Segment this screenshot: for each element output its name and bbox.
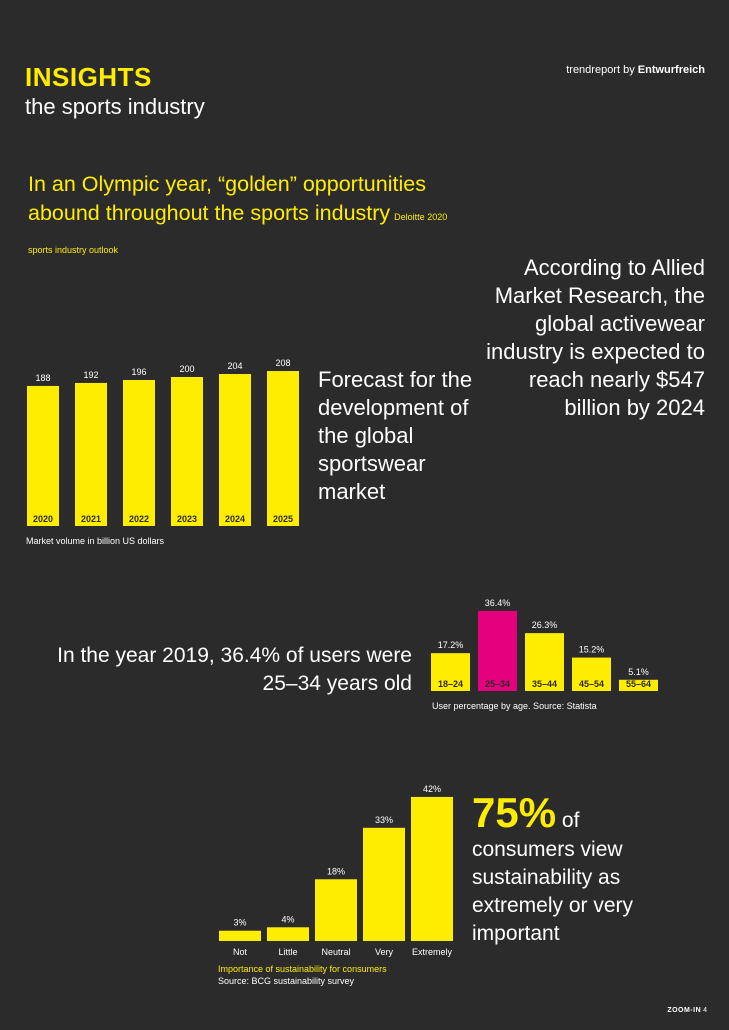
data-label: 42% [423,784,441,794]
category-label: Not [233,947,248,957]
page-title: INSIGHTS [25,62,152,92]
data-label: 33% [375,815,393,825]
category-label: 35–44 [532,679,557,689]
bar-Extremely [411,796,453,941]
data-label: 4% [281,914,294,924]
category-label: Little [278,947,297,957]
bar-45–54 [572,657,611,691]
brand-label: trendreport by Entwurfreich [566,64,705,76]
category-label: 2022 [129,514,149,524]
category-label: 2021 [81,514,101,524]
data-label: 5.1% [628,667,649,677]
data-label: 15.2% [579,645,605,655]
category-label: 45–54 [579,679,604,689]
category-label: 55–64 [626,679,651,689]
data-label: 196 [131,367,146,377]
bar-2022 [123,379,155,526]
headline-text: In an Olympic year, “golden” opportuniti… [28,172,426,225]
category-label: 2020 [33,514,53,524]
market-volume-caption: Market volume in billion US dollars [26,536,165,546]
bar-35–44 [525,633,564,691]
bar-25–34 [478,610,517,691]
category-label: Extremely [412,947,453,957]
sustainability-of: of [561,809,580,832]
brand-prefix: trendreport by [566,64,638,76]
brand-name: Entwurfreich [637,64,705,76]
bar-Not [219,930,261,941]
user-age-caption: User percentage by age. Source: Statista [432,701,597,711]
users-age-text-line1: In the year 2019, 36.4% of users were [57,644,412,667]
users-age-text-line2: 25–34 years old [262,672,412,695]
data-label: 36.4% [485,598,511,608]
footer-label: ZOOM-IN [667,1007,702,1014]
data-label: 204 [227,361,242,371]
headline: In an Olympic year, “golden” opportuniti… [28,170,468,265]
sustainability-percent: 75% [472,789,557,836]
data-label: 3% [233,918,246,928]
sustainability-source: Source: BCG sustainability survey [218,976,355,986]
data-label: 18% [327,866,345,876]
bar-2021 [75,382,107,526]
footer: ZOOM-IN 4 [667,1007,707,1014]
category-label: 25–34 [485,679,510,689]
users-age-text: In the year 2019, 36.4% of users were 25–… [0,642,412,698]
bar-2025 [267,371,299,526]
page-subtitle: the sports industry [25,94,205,119]
user-age-chart: 17.2% 18–24 36.4% 25–34 26.3% 35–44 15.2% 45–54… [431,598,658,691]
data-label: 188 [35,373,50,383]
sustainability-chart: 3% Not 4% Little 18% Neutral 33% Very 42% Extreme… [219,784,453,957]
bar-2023 [171,377,203,526]
data-label: 17.2% [438,640,464,650]
sustainability-text: 75% of consumers view sustainability as e… [472,790,712,948]
allied-market-text: According to Allied Market Research, the… [486,255,705,420]
page-number: 4 [703,1007,707,1014]
market-volume-chart: 188 2020 192 2021 196 2022 200 2023 204 2024 208 20… [27,358,299,526]
bar-Little [267,927,309,941]
data-label: 26.3% [532,620,558,630]
bar-55–64 [619,679,658,691]
data-label: 200 [179,364,194,374]
sustainability-caption: Importance of sustainability for consume… [218,964,387,974]
headline-source: Deloitte 2020 sports industry outlook [28,212,448,255]
bar-Neutral [315,879,357,941]
category-label: Very [375,947,394,957]
category-label: Neutral [321,947,350,957]
bar-18–24 [431,653,470,691]
bar-Very [363,827,405,941]
category-label: 18–24 [438,679,463,689]
sustainability-rest: consumers view sustainability as extreme… [472,838,634,945]
data-label: 192 [83,370,98,380]
bar-2020 [27,385,59,526]
forecast-text: Forecast for the development of the glob… [318,367,473,504]
data-label: 208 [275,358,290,368]
category-label: 2024 [225,514,245,524]
category-label: 2025 [273,514,293,524]
category-label: 2023 [177,514,197,524]
bar-2024 [219,374,251,526]
